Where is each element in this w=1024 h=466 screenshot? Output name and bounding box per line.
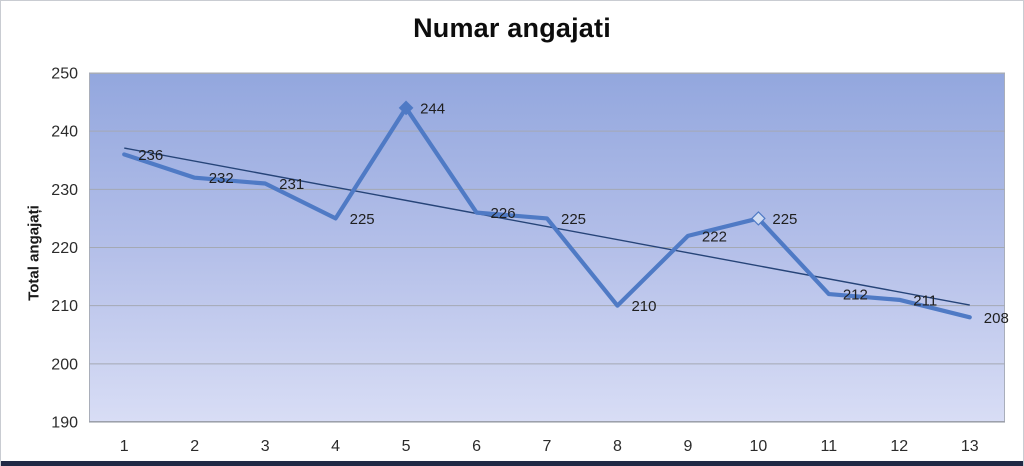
x-tick-label: 5 — [402, 438, 411, 455]
x-tick-label: 2 — [190, 438, 199, 455]
y-tick-label: 190 — [51, 415, 78, 432]
x-tick-label: 9 — [683, 438, 692, 455]
y-tick-label: 250 — [51, 66, 78, 83]
x-tick-label: 8 — [613, 438, 622, 455]
y-tick-label: 210 — [51, 298, 78, 315]
bottom-bar — [1, 461, 1023, 466]
y-axis-title: Total angajați — [25, 205, 43, 301]
y-tick-label: 200 — [51, 356, 78, 373]
x-tick-label: 11 — [821, 438, 838, 455]
x-tick-label: 1 — [120, 438, 129, 455]
x-tick-label: 10 — [749, 438, 767, 455]
x-tick-label: 4 — [331, 438, 340, 455]
chart-title: Numar angajati — [413, 13, 611, 43]
x-tick-label: 7 — [543, 438, 552, 455]
y-tick-label: 220 — [51, 240, 78, 257]
y-tick-label: 230 — [51, 182, 78, 199]
plot-area — [89, 73, 1005, 422]
x-tick-label: 12 — [890, 438, 908, 455]
x-tick-label: 13 — [961, 438, 979, 455]
x-tick-label: 3 — [261, 438, 270, 455]
x-tick-label: 6 — [472, 438, 481, 455]
y-tick-label: 240 — [51, 124, 78, 141]
